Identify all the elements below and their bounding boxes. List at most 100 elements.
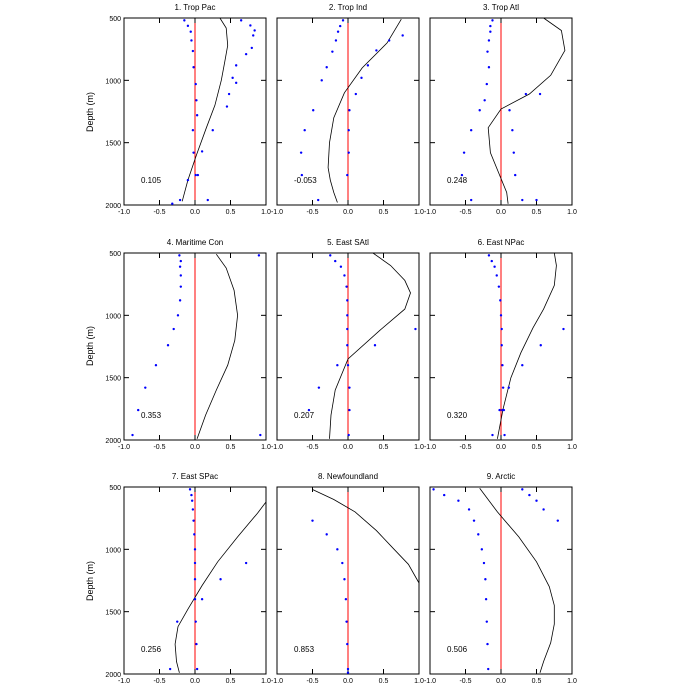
data-point [346,299,349,302]
data-point [193,548,197,551]
data-point [346,344,349,347]
chart-panel: 7. East SPac 500 1000 1500 2000-1.0 -0.5 0.0 0.… [105,472,271,685]
data-point [179,274,182,277]
chart-panel: 5. East SAtl -1.0 -0.5 0.0 0.5 1.0 0.207 [271,238,424,451]
data-point [192,66,195,69]
data-point [489,24,492,28]
data-point [491,19,494,22]
data-point [336,548,339,551]
data-point [194,620,197,623]
data-point [191,129,195,132]
data-point [387,39,391,42]
x-tick-label: -0.5 [306,209,318,216]
y-tick-label: 1000 [105,78,121,85]
chart-panel: 9. Arctic -1.0 -0.5 0.0 0.5 1.0 0.506 [424,472,577,685]
data-point [485,620,488,623]
x-tick-label: 1.0 [261,678,271,685]
data-point [178,299,182,302]
y-tick-label: 1000 [105,547,121,554]
x-tick-label: -0.5 [306,678,318,685]
chart-panel: 6. East NPac -1.0 -0.5 0.0 0.5 1.0 0.320 [424,238,577,451]
data-point [487,39,491,42]
x-tick-label: -0.5 [306,444,318,451]
x-tick-label: -0.5 [153,209,165,216]
data-point [193,561,197,565]
data-point [257,254,261,257]
data-point [401,34,404,37]
data-point [189,30,192,33]
data-point [195,114,199,117]
x-tick-label: 1.0 [567,444,577,451]
x-tick-label: 0.0 [496,678,506,685]
x-tick-label: 0.5 [379,678,389,685]
data-point [176,314,180,317]
correlation-label: 0.853 [294,645,315,654]
data-point [168,667,172,671]
data-point [250,46,253,50]
data-point [432,488,435,491]
data-point [179,285,182,288]
data-point [460,173,464,177]
data-point [485,82,488,86]
data-point [316,198,320,202]
x-tick-label: -1.0 [118,678,130,685]
panel-title: 1. Trop Pac [175,3,216,12]
data-point [486,50,489,53]
data-point [191,508,195,511]
profile-curve [329,252,411,439]
data-point [206,198,209,202]
data-point [343,274,346,277]
panel-title: 5. East SAtl [327,238,369,247]
x-tick-label: 0.5 [532,444,542,451]
panel-title: 7. East SPac [172,472,218,481]
profile-curve [327,18,402,203]
chart-panel: 8. Newfoundland -1.0 -0.5 0.0 0.5 1.0 0.853 [271,472,424,685]
x-tick-label: -1.0 [271,209,283,216]
data-point [312,109,315,112]
data-point [499,314,503,317]
data-point [562,327,565,331]
correlation-label: 0.506 [447,645,468,654]
profile-curve [312,489,420,584]
data-point [325,533,328,536]
y-tick-label: 2000 [105,672,121,679]
data-point [195,642,198,646]
chart-panel: 1. Trop Pac 500 1000 1500 2000-1.0 -0.5 0.0 0.5… [105,3,271,216]
data-point [334,39,338,42]
data-point [443,493,446,497]
data-point [514,173,517,177]
data-point [178,254,181,257]
data-point [477,533,480,536]
data-point [500,344,503,347]
data-point [344,598,348,601]
data-point [484,578,487,581]
profile-curve [497,252,557,439]
chart-panel: 4. Maritime Con 500 1000 1500 2000-1.0 -0.5 0.… [105,238,271,451]
data-point [239,19,243,22]
data-point [186,24,190,28]
data-point [507,386,511,389]
data-point [521,198,524,202]
x-tick-label: 0.0 [343,678,353,685]
x-tick-label: 0.0 [190,444,200,451]
data-point [375,49,378,52]
y-tick-label: 500 [109,251,121,258]
data-point [341,19,345,22]
data-point [499,299,502,302]
data-point [482,561,486,565]
x-tick-label: 0.5 [532,678,542,685]
data-point [348,408,351,412]
data-point [503,433,506,437]
data-point [493,265,496,268]
data-point [348,109,351,112]
x-tick-label: -1.0 [118,444,130,451]
correlation-label: 0.256 [141,645,162,654]
data-point [154,364,158,367]
data-point [195,99,198,102]
data-point [334,259,337,263]
data-point [346,642,349,646]
x-tick-label: 1.0 [261,209,271,216]
x-tick-label: -0.5 [153,444,165,451]
data-point [487,66,491,69]
